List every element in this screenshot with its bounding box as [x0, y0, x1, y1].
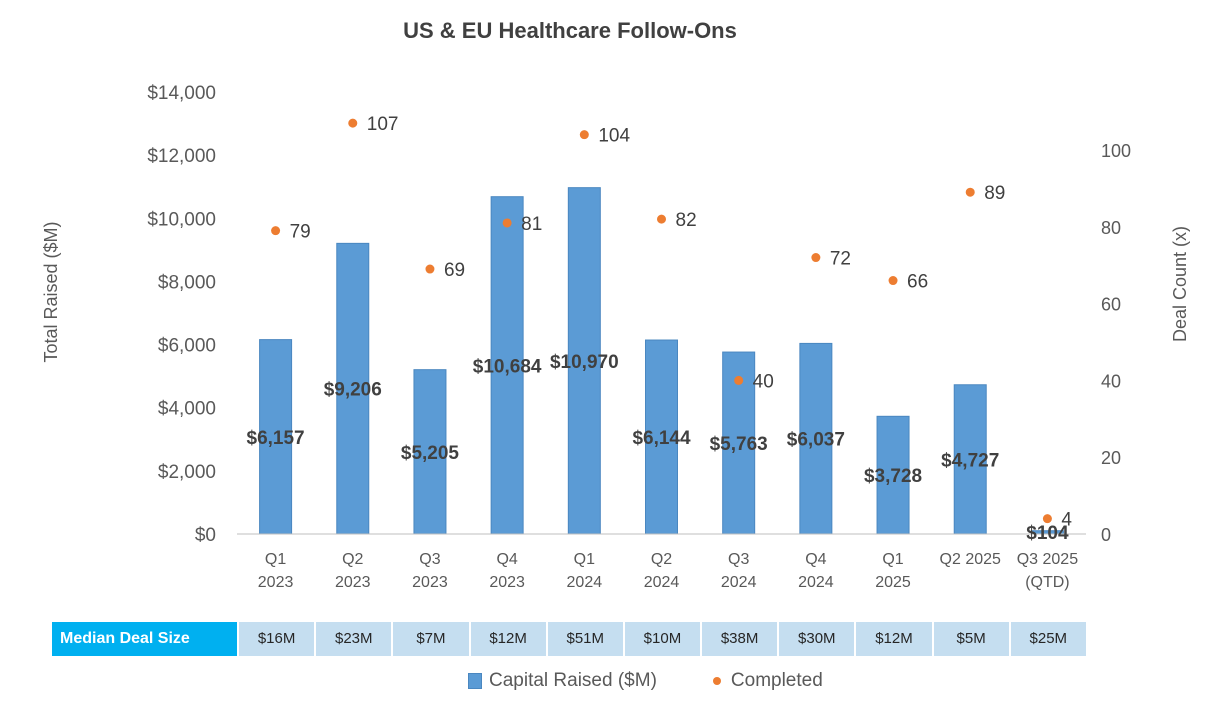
y2-tick-label: 100 — [1101, 141, 1131, 161]
legend-bar-swatch — [468, 673, 482, 689]
legend-dot-label: Completed — [730, 670, 823, 691]
deal-count-label: 72 — [830, 249, 851, 270]
y2-axis-title: Deal Count (x) — [1170, 226, 1190, 342]
y-tick-label: $8,000 — [158, 272, 216, 293]
x-tick-label: 2024 — [798, 574, 834, 591]
deal-count-point — [965, 187, 975, 197]
deal-count-point — [1042, 514, 1052, 524]
deal-count-point — [425, 264, 435, 274]
x-tick-label: Q3 2025 — [1017, 551, 1078, 568]
bar — [413, 369, 447, 535]
bar — [799, 342, 833, 535]
median-deal-size-cell: $12M — [854, 622, 932, 656]
y2-tick-label: 0 — [1101, 525, 1111, 545]
x-tick-label: Q3 — [728, 551, 749, 568]
x-tick-label: 2023 — [489, 574, 525, 591]
deal-count-label: 81 — [521, 214, 542, 235]
median-deal-size-cell: $25M — [1008, 622, 1086, 656]
x-tick-label: 2024 — [567, 574, 603, 591]
x-tick-label: 2024 — [721, 574, 757, 591]
x-tick-label: 2023 — [412, 574, 448, 591]
deal-count-label: 107 — [367, 114, 399, 135]
deal-count-point — [579, 130, 589, 140]
bar-data-label: $5,763 — [710, 434, 768, 455]
bar — [953, 384, 987, 535]
x-tick-label: 2024 — [644, 574, 680, 591]
deal-count-label: 89 — [984, 183, 1005, 204]
bar-data-label: $6,037 — [787, 430, 845, 451]
bar — [336, 242, 370, 535]
bar-data-label: $9,206 — [324, 380, 382, 401]
y-tick-label: $0 — [195, 525, 216, 546]
deal-count-point — [271, 226, 281, 236]
x-tick-label: 2023 — [335, 574, 371, 591]
x-tick-label: 2023 — [258, 574, 294, 591]
legend: Capital Raised ($M) Completed — [468, 670, 823, 692]
y-axis-title: Total Raised ($M) — [41, 221, 61, 362]
median-deal-size-header: Median Deal Size — [52, 622, 237, 656]
bar-data-label: $6,144 — [632, 428, 691, 449]
deal-count-label: 40 — [753, 371, 774, 392]
bar-data-label: $10,684 — [473, 356, 542, 377]
deal-count-point — [811, 253, 821, 263]
median-deal-size-cell: $30M — [777, 622, 855, 656]
median-deal-size-cell: $38M — [700, 622, 778, 656]
x-tick-label: Q1 — [882, 551, 903, 568]
y2-tick-label: 20 — [1101, 448, 1121, 468]
legend-bar-label: Capital Raised ($M) — [489, 670, 657, 691]
x-tick-label: Q4 — [496, 551, 517, 568]
y-tick-label: $4,000 — [158, 399, 216, 420]
bar-data-label: $3,728 — [864, 466, 922, 487]
deal-count-label: 82 — [676, 210, 697, 231]
median-deal-size-cell: $51M — [545, 622, 623, 656]
y-tick-label: $2,000 — [158, 462, 216, 483]
y-tick-label: $6,000 — [158, 336, 216, 357]
x-tick-label: Q3 — [419, 551, 440, 568]
legend-dot-marker — [712, 677, 721, 685]
x-tick-label: Q2 — [342, 551, 363, 568]
median-deal-size-cell: $10M — [622, 622, 701, 656]
deal-count-point — [348, 118, 358, 128]
deal-count-point — [657, 214, 666, 224]
bar — [645, 339, 678, 535]
y-tick-label: $12,000 — [147, 146, 216, 167]
deal-count-point — [502, 218, 512, 228]
median-deal-size-cell: $12M — [468, 622, 546, 656]
bar-data-label: $104 — [1026, 523, 1069, 544]
median-deal-size-row: Median Deal Size $16M $23M $7M $12M $51M $10M… — [52, 622, 1086, 656]
median-deal-size-cell: $23M — [314, 622, 392, 656]
median-deal-size-cell: $16M — [237, 622, 315, 656]
x-tick-label: Q4 — [805, 551, 826, 568]
deal-count-label: 69 — [444, 260, 465, 281]
bar-data-label: $6,157 — [247, 428, 305, 449]
x-tick-label: 2025 — [875, 574, 911, 591]
x-tick-label: Q1 — [265, 551, 286, 568]
x-tick-label: Q2 — [651, 551, 672, 568]
deal-count-point — [888, 276, 898, 286]
bar-data-label: $4,727 — [941, 450, 999, 471]
x-tick-label: (QTD) — [1025, 574, 1069, 591]
bar — [490, 196, 524, 535]
deal-count-label: 4 — [1061, 510, 1072, 531]
bar — [259, 339, 293, 535]
y2-tick-label: 40 — [1101, 371, 1121, 391]
median-deal-size-cell: $7M — [391, 622, 469, 656]
deal-count-label: 104 — [598, 126, 630, 147]
y-tick-label: $10,000 — [147, 209, 216, 230]
bar-data-label: $5,205 — [401, 443, 460, 464]
median-deal-size-cell: $5M — [931, 622, 1009, 656]
x-tick-label: Q1 — [574, 551, 595, 568]
y2-tick-label: 80 — [1101, 218, 1121, 238]
x-tick-label: Q2 2025 — [940, 551, 1001, 568]
y-tick-label: $14,000 — [147, 83, 216, 104]
y2-tick-label: 60 — [1101, 295, 1121, 315]
deal-count-point — [734, 375, 744, 385]
deal-count-label: 66 — [907, 272, 928, 293]
bar-data-label: $10,970 — [550, 352, 619, 373]
chart-title: US & EU Healthcare Follow-Ons — [403, 18, 737, 43]
deal-count-label: 79 — [290, 222, 311, 243]
